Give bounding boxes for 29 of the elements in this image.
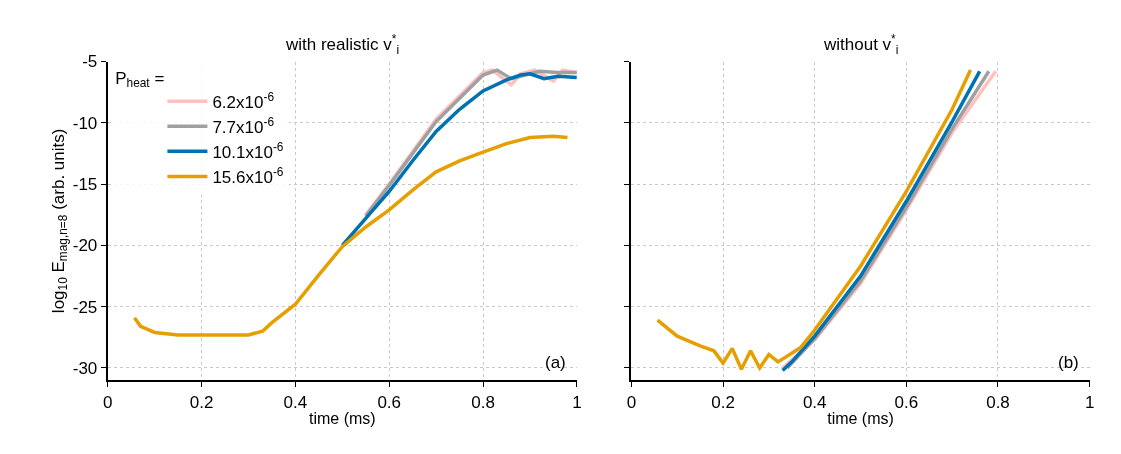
y-tick-label: -20 xyxy=(72,236,98,256)
y-tick-label: -10 xyxy=(72,113,98,133)
annotation: (b) xyxy=(1058,353,1079,372)
y-tick-label: -30 xyxy=(72,358,98,378)
x-tick-label: 0.4 xyxy=(283,392,308,412)
x-axis-title: time (ms) xyxy=(308,409,376,427)
x-tick-label: 1 xyxy=(1084,392,1095,412)
x-tick-label: 0.8 xyxy=(986,392,1010,412)
legend-label: 6.2x10$^{-6}$ xyxy=(212,89,275,112)
x-tick-label: 0 xyxy=(626,392,637,412)
legend-label: 10.1x10$^{-6}$ xyxy=(212,139,284,162)
legend-title: P$_{heat}$ = xyxy=(115,68,165,91)
annotation: (a) xyxy=(545,353,566,372)
x-tick-label: 0.4 xyxy=(802,392,827,412)
legend-label: 15.6x10$^{-6}$ xyxy=(212,164,284,188)
y-tick-label: -25 xyxy=(72,297,98,317)
x-tick-label: 0.8 xyxy=(471,392,495,412)
x-tick-label: 0 xyxy=(103,392,113,412)
x-tick-label: 0.6 xyxy=(894,392,919,412)
x-tick-label: 0.6 xyxy=(377,392,402,412)
y-tick-label: -15 xyxy=(72,175,98,195)
line-series xyxy=(132,134,570,337)
legend-label: 7.7x10$^{-6}$ xyxy=(212,114,275,137)
x-tick-label: 0.2 xyxy=(711,392,735,412)
line-series xyxy=(340,72,577,248)
y-tick-label: -5 xyxy=(82,52,98,72)
x-tick-label: 1 xyxy=(572,392,582,412)
x-tick-label: 0.2 xyxy=(189,392,214,412)
x-axis-title: time (ms) xyxy=(827,409,894,427)
